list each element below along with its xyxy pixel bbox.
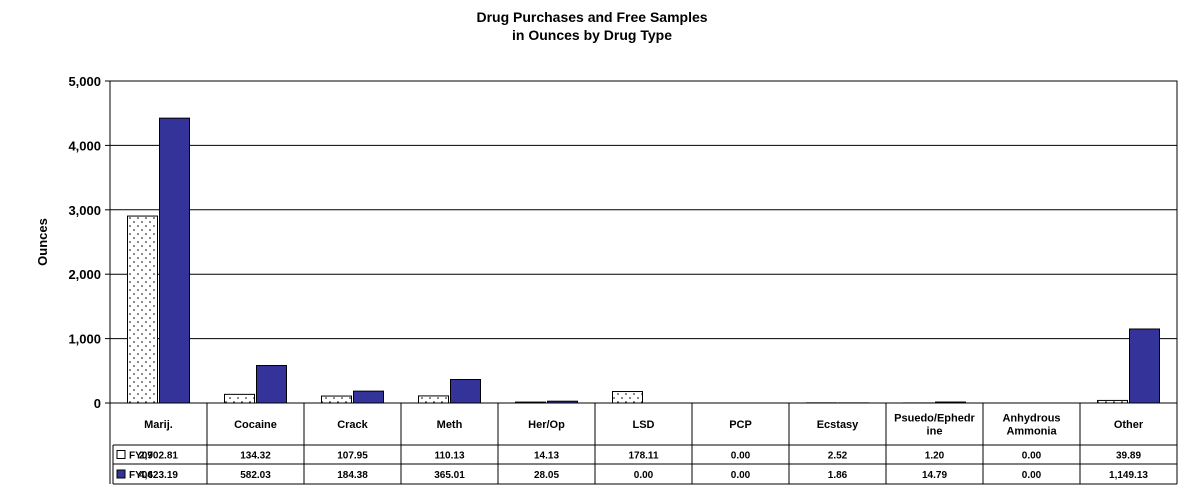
category-label-6: PCP	[729, 419, 752, 431]
category-label-line: Other	[1114, 419, 1144, 431]
data-cell-fy07-7: 2.52	[828, 451, 848, 462]
bar-fy06-2	[353, 390, 384, 404]
category-label-5: LSD	[633, 419, 655, 431]
data-cell-fy07-3: 110.13	[434, 451, 464, 462]
category-label-3: Meth	[437, 419, 463, 431]
data-cell-fy07-10: 39.89	[1116, 451, 1141, 462]
category-label-line: PCP	[729, 419, 752, 431]
category-label-line: Ammonia	[1006, 426, 1057, 438]
data-cell-fy06-3: 365.01	[434, 470, 465, 481]
category-label-line: LSD	[633, 419, 655, 431]
bar-fy06-0	[159, 117, 190, 404]
y-tick-label: 3,000	[68, 203, 101, 218]
data-cell-fy06-6: 0.00	[731, 470, 751, 481]
bar-fy07-5	[612, 391, 643, 404]
bar-fy07-1	[224, 393, 255, 404]
category-label-7: Ecstasy	[817, 419, 859, 431]
y-tick-label: 2,000	[68, 267, 101, 282]
data-cell-fy07-1: 134.32	[240, 451, 271, 462]
data-cell-fy06-7: 1.86	[828, 470, 848, 481]
category-label-line: Anhydrous	[1002, 413, 1060, 425]
category-label-line: Crack	[337, 419, 368, 431]
category-label-0: Marij.	[144, 419, 173, 431]
chart-title-line-2: in Ounces by Drug Type	[512, 27, 672, 43]
data-cell-fy07-5: 178.11	[628, 451, 658, 462]
data-cell-fy06-5: 0.00	[634, 470, 654, 481]
category-label-line: ine	[927, 426, 943, 438]
category-label-line: Her/Op	[528, 419, 565, 431]
legend-label-fy07: FY07	[129, 451, 153, 462]
category-label-2: Crack	[337, 419, 368, 431]
bar-fy07-2	[321, 395, 352, 404]
plot-area	[109, 80, 1178, 404]
data-cell-fy06-10: 1,149.13	[1109, 470, 1148, 481]
category-label-line: Meth	[437, 419, 463, 431]
legend-swatch-fy06	[116, 469, 126, 479]
legend-label-fy06: FY06	[129, 470, 153, 481]
y-axis-label: Ounces	[35, 218, 50, 266]
data-cell-fy06-1: 582.03	[240, 470, 271, 481]
bar-fy06-3	[450, 378, 481, 404]
data-cell-fy06-8: 14.79	[922, 470, 947, 481]
data-cell-fy07-8: 1.20	[925, 451, 945, 462]
category-label-4: Her/Op	[528, 419, 565, 431]
category-label-line: Cocaine	[234, 419, 277, 431]
data-cell-fy06-4: 28.05	[534, 470, 559, 481]
data-cell-fy07-6: 0.00	[731, 451, 751, 462]
category-label-line: Ecstasy	[817, 419, 859, 431]
y-tick-label: 4,000	[68, 138, 101, 153]
bar-fy06-1	[256, 365, 287, 404]
data-cell-fy07-2: 107.95	[337, 451, 368, 462]
data-cell-fy07-0: 2,902.81	[139, 451, 178, 462]
chart-title-line-1: Drug Purchases and Free Samples	[476, 9, 708, 25]
data-cell-fy06-0: 4,423.19	[139, 470, 178, 481]
category-label-1: Cocaine	[234, 419, 277, 431]
legend-swatch-fy07	[116, 450, 126, 459]
data-cell-fy07-9: 0.00	[1022, 451, 1042, 462]
category-label-line: Psuedo/Ephedr	[894, 413, 975, 425]
y-tick-label: 5,000	[68, 74, 101, 89]
bar-fy06-10	[1129, 328, 1160, 404]
y-tick-label: 1,000	[68, 332, 101, 347]
category-label-8: Psuedo/Ephedr ine	[894, 413, 975, 438]
category-label-9: Anhydrous Ammonia	[1002, 413, 1060, 438]
data-cell-fy07-4: 14.13	[534, 451, 559, 462]
bar-fy07-0	[127, 215, 158, 404]
category-label-line: Marij.	[144, 419, 173, 431]
data-cell-fy06-2: 184.38	[337, 470, 368, 481]
category-label-10: Other	[1114, 419, 1144, 431]
bar-fy07-3	[418, 395, 449, 404]
data-cell-fy06-9: 0.00	[1022, 470, 1042, 481]
y-tick-label: 0	[94, 396, 101, 411]
